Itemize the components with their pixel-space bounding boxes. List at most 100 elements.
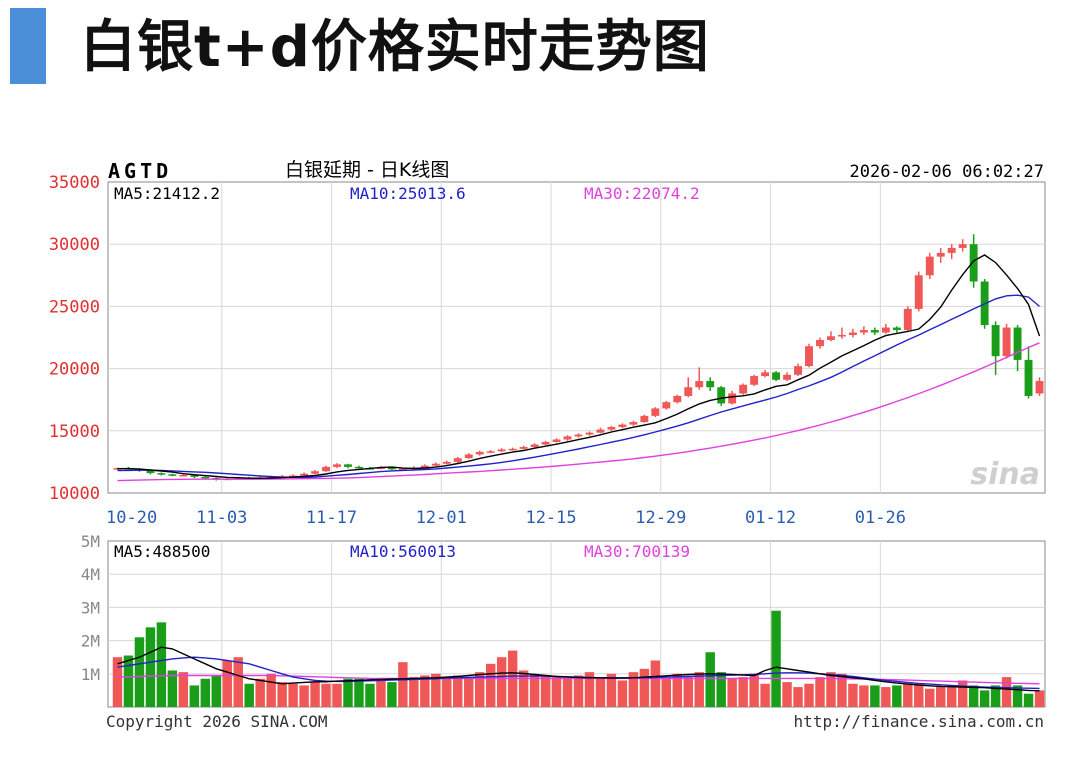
- price-tick-label: 10000: [49, 484, 100, 504]
- volume-bars: [112, 610, 1045, 707]
- candle-body: [827, 336, 835, 340]
- candle-body: [859, 330, 868, 333]
- volume-bar: [464, 677, 474, 707]
- volume-bar: [354, 678, 364, 707]
- volume-bar: [485, 663, 496, 707]
- volume-bar: [705, 652, 715, 707]
- volume-bar: [738, 677, 748, 707]
- candle-body: [936, 252, 945, 257]
- candle-body: [585, 432, 594, 435]
- date-tick-label: 01-26: [855, 508, 906, 528]
- candle-body: [552, 439, 561, 442]
- candle-body: [508, 448, 517, 451]
- volume-bar: [968, 685, 979, 707]
- date-tick-label: 01-12: [745, 508, 796, 528]
- candle-body: [925, 256, 934, 276]
- date-tick-label: 11-03: [196, 508, 247, 528]
- volume-bar: [760, 683, 770, 707]
- volume-bar: [815, 677, 825, 707]
- volume-bar: [189, 685, 200, 707]
- candle-body: [794, 366, 802, 375]
- volume-bar: [387, 682, 397, 707]
- date-tick-label: 11-17: [306, 508, 357, 528]
- candle-body: [453, 458, 462, 462]
- candle-body: [431, 463, 440, 466]
- volume-bar: [771, 610, 781, 707]
- volume-bar: [628, 672, 639, 707]
- candle-body: [816, 339, 824, 347]
- candle-body: [387, 467, 396, 470]
- volume-bar: [749, 673, 759, 707]
- volume-bar: [398, 662, 408, 707]
- candle-body: [739, 384, 748, 394]
- volume-bar: [683, 677, 693, 707]
- volume-tick-label: 5M: [81, 532, 100, 551]
- volume-bar: [727, 678, 737, 707]
- candle-body: [530, 444, 539, 447]
- candle-body: [903, 308, 912, 331]
- candle-body: [596, 429, 605, 433]
- symbol-label: AGTD: [108, 159, 172, 183]
- price-ma30-line: [117, 342, 1040, 482]
- volume-bar: [925, 688, 935, 707]
- volume-bar: [156, 622, 167, 707]
- volume-bar: [529, 673, 540, 707]
- candle-body: [607, 427, 616, 430]
- candle-body: [706, 381, 715, 388]
- volume-bar: [1034, 690, 1045, 707]
- candle-body: [629, 422, 638, 425]
- volume-bar: [672, 673, 683, 707]
- volume-bar: [1001, 677, 1012, 707]
- volume-bar: [376, 680, 386, 707]
- candle-body: [333, 464, 341, 467]
- chart-subtitle: 白银延期 - 日K线图: [285, 159, 449, 181]
- volume-bar: [848, 683, 858, 707]
- volume-ma5-line: [117, 646, 1040, 692]
- volume-bar: [178, 672, 189, 707]
- volume-bar: [990, 685, 1001, 707]
- candle-body: [157, 473, 166, 475]
- volume-tick-label: 4M: [81, 565, 100, 584]
- volume-y-ticks: 5M 4M 3M 2M 1M: [81, 532, 100, 684]
- vol-ma10-label: MA10:560013: [350, 542, 456, 561]
- candle-body: [892, 327, 901, 331]
- candle-body: [322, 466, 330, 472]
- candle-body: [541, 441, 550, 445]
- candle-body: [881, 327, 890, 333]
- candle-body: [475, 451, 484, 455]
- volume-bar: [496, 657, 507, 707]
- price-tick-label: 20000: [49, 360, 100, 380]
- volume-bar: [200, 678, 211, 707]
- candle-body: [673, 395, 682, 403]
- ma30-label: MA30:22074.2: [584, 184, 700, 203]
- page-title: 白银t+d价格实时走势图: [80, 15, 710, 80]
- volume-bar: [914, 683, 924, 707]
- candle-body: [464, 454, 473, 459]
- volume-bar: [112, 657, 123, 707]
- candle-body: [168, 474, 177, 476]
- volume-bar: [266, 673, 276, 707]
- sina-watermark: sina: [970, 457, 1040, 492]
- volume-bar: [946, 685, 957, 707]
- volume-bar: [617, 680, 628, 707]
- volume-bar: [979, 690, 990, 707]
- price-tick-label: 30000: [49, 235, 100, 255]
- price-tick-label: 15000: [49, 422, 100, 442]
- volume-bar: [244, 683, 254, 707]
- volume-bar: [288, 683, 298, 707]
- price-ma5-line: [117, 254, 1041, 480]
- ma-lines: [117, 254, 1041, 692]
- volume-bar: [123, 655, 134, 707]
- candle-body: [519, 446, 528, 449]
- volume-bar: [595, 677, 606, 707]
- candle-body: [442, 461, 451, 464]
- candle-body: [662, 402, 671, 409]
- date-x-ticks: 10-20 11-03 11-17 12-01 12-15 12-29 01-12 01-26: [106, 508, 906, 528]
- candle-body: [805, 346, 813, 367]
- price-grid: [108, 182, 1045, 493]
- candle-body: [289, 475, 298, 478]
- volume-bar: [639, 668, 650, 707]
- candle-body: [958, 244, 967, 248]
- volume-bar: [540, 675, 551, 707]
